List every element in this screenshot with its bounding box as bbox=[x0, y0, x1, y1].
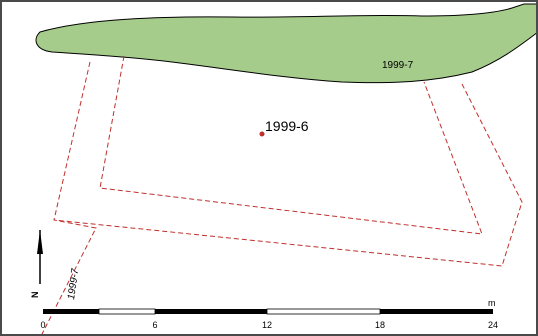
point-marker-1999-6 bbox=[259, 131, 265, 137]
green-feature-1999-7 bbox=[35, 3, 536, 84]
north-label: N bbox=[30, 292, 40, 299]
scalebar-tick-12: 12 bbox=[262, 320, 272, 330]
scalebar-segment-2 bbox=[98, 308, 156, 315]
scalebar bbox=[43, 308, 493, 315]
trench-outline-dashed bbox=[41, 55, 523, 334]
rotated-feature-label: 1999-7 bbox=[66, 268, 81, 301]
scalebar-tick-0: 0 bbox=[40, 320, 45, 330]
north-arrow-icon bbox=[37, 230, 43, 284]
scalebar-tick-6: 6 bbox=[152, 320, 157, 330]
scalebar-segment-5 bbox=[380, 309, 493, 314]
scalebar-tick-18: 18 bbox=[375, 320, 385, 330]
scalebar-tick-24: 24 bbox=[488, 320, 498, 330]
point-label-1999-6: 1999-6 bbox=[265, 118, 309, 134]
scalebar-segment-4 bbox=[266, 308, 381, 315]
scalebar-segment-1 bbox=[43, 309, 99, 314]
green-feature-label: 1999-7 bbox=[382, 60, 414, 71]
scalebar-segment-3 bbox=[155, 309, 267, 314]
scalebar-unit: m bbox=[488, 298, 496, 308]
